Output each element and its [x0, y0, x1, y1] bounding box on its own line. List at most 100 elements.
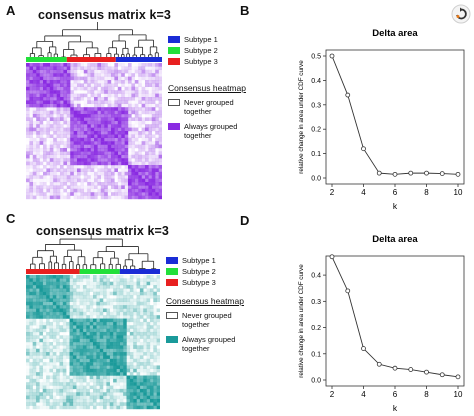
heatmap-cell [123, 278, 127, 282]
heatmap-cell [79, 348, 84, 353]
heatmap-cell [103, 318, 107, 323]
heatmap-cell [128, 192, 132, 196]
heatmap-cell [32, 192, 37, 196]
heatmap-cell [113, 382, 117, 386]
heatmap-cell [158, 154, 162, 159]
heatmap-cell [99, 281, 104, 286]
heatmap-cell [29, 288, 33, 292]
heatmap-cell [143, 315, 147, 319]
heatmap-cell [49, 93, 54, 98]
heatmap-cell [145, 185, 149, 189]
heatmap-cell [123, 362, 127, 366]
heatmap-cell [80, 195, 84, 200]
heatmap-cell [36, 345, 40, 349]
heatmap-cell [32, 288, 37, 292]
heatmap-cell [60, 141, 64, 145]
heatmap-cell [90, 100, 95, 104]
heatmap-cell [53, 175, 57, 179]
heatmap-cell [138, 182, 142, 186]
heatmap-cell [100, 117, 105, 121]
heatmap-cell [156, 355, 160, 359]
heatmap-cell [83, 144, 88, 149]
heatmap-cell [103, 365, 107, 369]
heatmap-cell [70, 66, 74, 70]
heatmap-cell [80, 124, 84, 128]
heatmap-cell [66, 362, 70, 366]
heatmap-cell [96, 378, 100, 383]
heatmap-cell [59, 295, 64, 299]
heatmap-cell [39, 342, 43, 346]
heatmap-cell [109, 318, 114, 323]
heatmap-cell [83, 86, 88, 91]
heatmap-cell [69, 372, 74, 376]
heatmap-cell [66, 93, 71, 98]
heatmap-cell [29, 318, 33, 323]
heatmap-cell [111, 83, 115, 87]
heatmap-cell [39, 175, 44, 179]
heatmap-cell [96, 372, 100, 376]
heatmap-cell [80, 185, 84, 189]
heatmap-cell [155, 103, 159, 108]
heatmap-cell [80, 73, 84, 77]
heatmap-cell [155, 151, 159, 155]
heatmap-cell [42, 338, 47, 343]
heatmap-cell [87, 127, 91, 132]
heatmap-cell [117, 148, 122, 152]
heatmap-cell [104, 127, 108, 132]
circular-arrow-icon[interactable] [451, 4, 471, 24]
heatmap-cell [77, 154, 81, 159]
heatmap-cell [53, 131, 57, 135]
heatmap-cell [119, 338, 124, 343]
heatmap-cell [87, 161, 91, 166]
heatmap-cell [39, 305, 43, 309]
heatmap-cell [77, 188, 81, 193]
heatmap-cell [138, 171, 142, 176]
heatmap-cell [97, 168, 101, 172]
heatmap-cell [97, 127, 101, 132]
heatmap-cell [29, 315, 33, 319]
heatmap-cell [130, 322, 134, 326]
heatmap-cell [49, 298, 53, 302]
heatmap-cell [49, 382, 53, 386]
heatmap-cell [145, 131, 149, 135]
heatmap-cell [63, 148, 67, 152]
heatmap-cell [80, 154, 84, 159]
heatmap-cell [46, 107, 50, 111]
heatmap-cell [96, 288, 100, 292]
heatmap-cell [76, 342, 80, 346]
heatmap-cell [66, 335, 70, 339]
heatmap-cell [146, 328, 151, 333]
heatmap-cell [94, 114, 98, 118]
heatmap-cell [77, 168, 81, 172]
heatmap-cell [29, 382, 33, 386]
heatmap-cell [26, 195, 30, 200]
heatmap-cell [53, 137, 57, 142]
heatmap-cell [99, 298, 104, 302]
heatmap-cell [77, 110, 81, 115]
heatmap-cell [29, 151, 33, 155]
heatmap-cell [151, 103, 156, 108]
heatmap-cell [73, 165, 78, 169]
heatmap-cell [60, 86, 64, 91]
heatmap-cell [123, 305, 127, 309]
heatmap-cell [124, 154, 129, 159]
heatmap-cell [53, 124, 57, 128]
heatmap-cell [36, 355, 40, 359]
heatmap-cell [151, 73, 156, 77]
heatmap-cell [156, 362, 160, 366]
heatmap-cell [60, 120, 64, 125]
heatmap-cell [107, 195, 112, 200]
heatmap-cell [139, 285, 144, 289]
heatmap-cell [39, 278, 43, 282]
heatmap-cell [63, 165, 67, 169]
heatmap-cell [113, 331, 117, 336]
heatmap-cell [94, 188, 98, 193]
heatmap-cell [83, 131, 88, 135]
heatmap-cell [66, 124, 71, 128]
heatmap-cell [126, 385, 131, 390]
heatmap-cell [26, 138, 30, 142]
heatmap-cell [49, 301, 53, 306]
heatmap-cell [42, 328, 47, 333]
heatmap-cell [96, 385, 100, 390]
heatmap-cell [72, 331, 77, 336]
